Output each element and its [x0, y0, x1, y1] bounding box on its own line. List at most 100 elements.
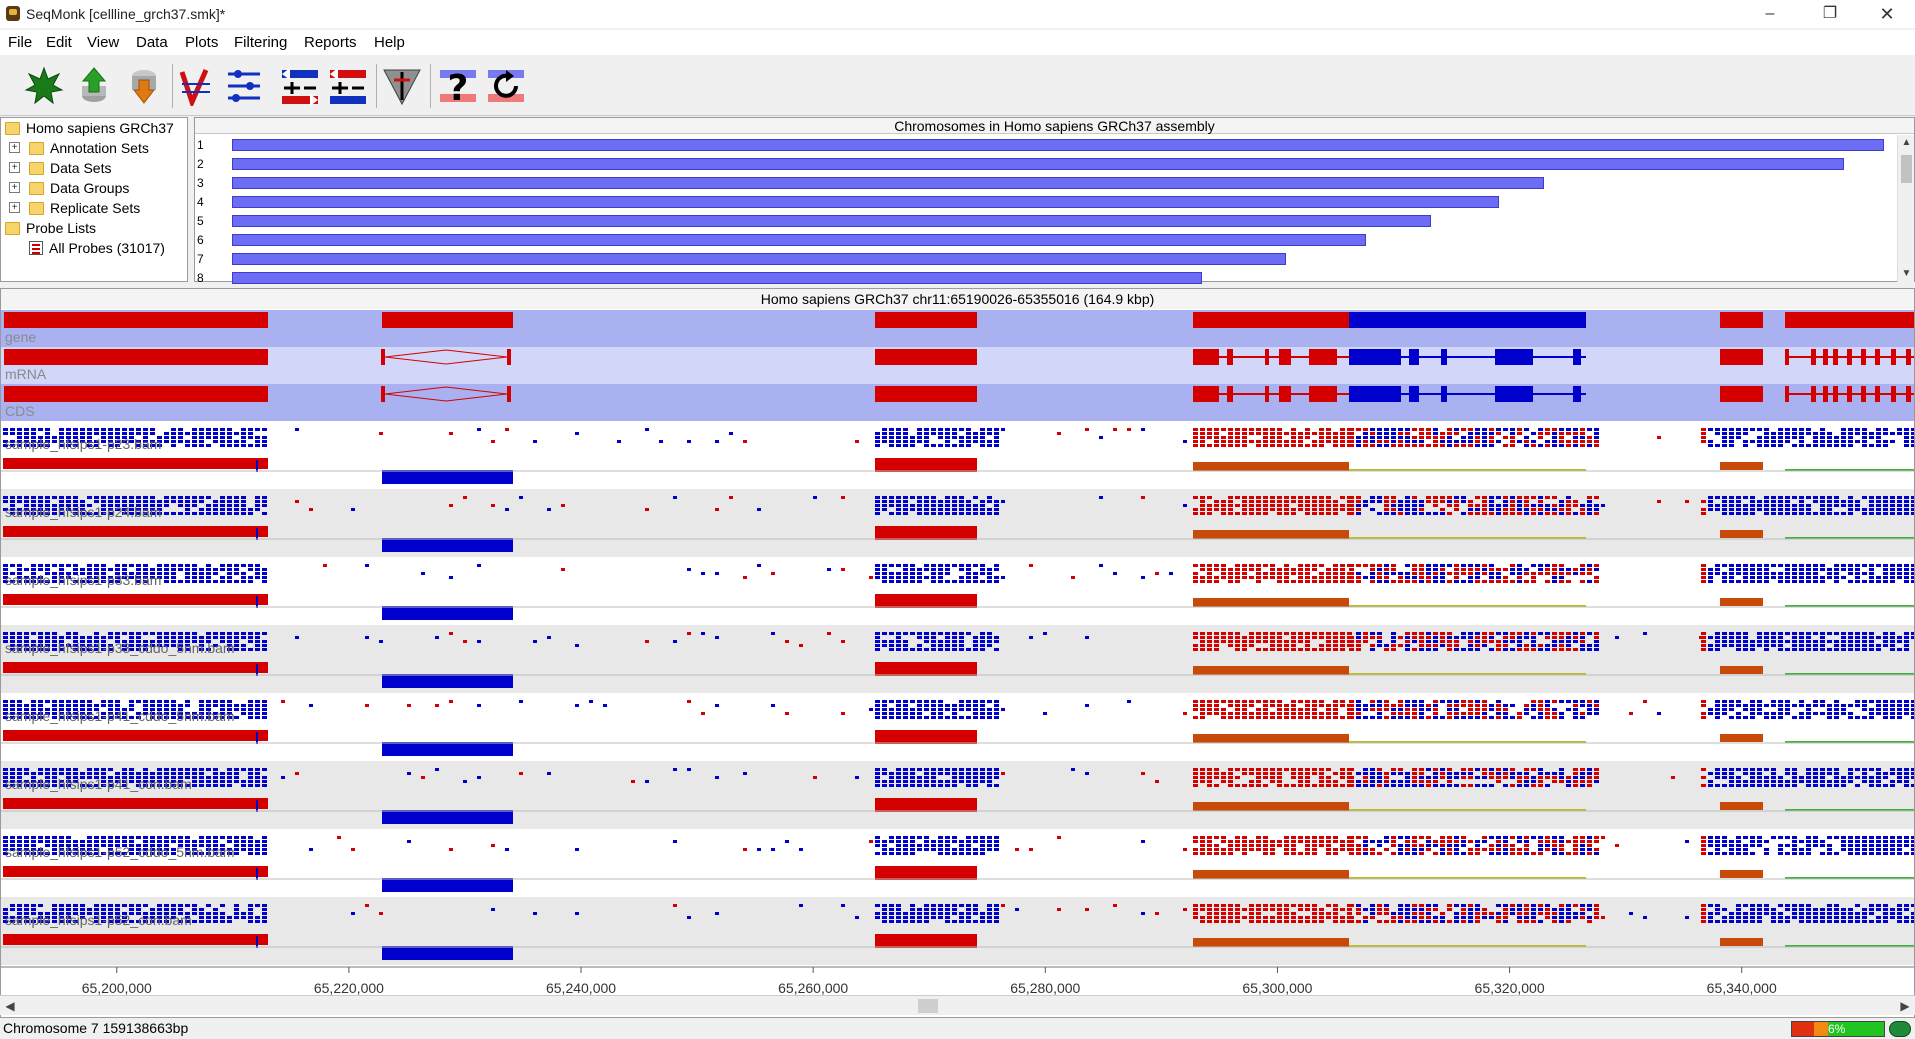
read	[1249, 784, 1254, 787]
tree-data-groups[interactable]: Data Groups	[29, 179, 129, 197]
chromosome-label[interactable]: 8	[197, 271, 204, 285]
scroll-down-icon[interactable]: ▼	[1901, 268, 1912, 279]
chromosome-bar[interactable]	[232, 272, 1202, 284]
read	[17, 840, 22, 843]
read	[1312, 496, 1317, 499]
read	[1256, 848, 1261, 851]
read	[1517, 848, 1522, 851]
scrollbar-thumb[interactable]	[1901, 155, 1912, 183]
read	[1736, 704, 1741, 707]
close-button[interactable]: ✕	[1879, 4, 1895, 24]
maximize-button[interactable]: ❐	[1822, 5, 1838, 22]
chromosome-bar[interactable]	[232, 158, 1844, 170]
chromosome-bar[interactable]	[232, 196, 1499, 208]
chromosome-label[interactable]: 5	[197, 214, 204, 228]
read	[1391, 836, 1396, 839]
read	[199, 912, 204, 915]
tree-all-probes[interactable]: All Probes (31017)	[29, 239, 165, 257]
chromosome-bar[interactable]	[232, 139, 1884, 151]
tree-probe-lists[interactable]: Probe Lists	[5, 219, 96, 237]
read	[115, 580, 120, 583]
data-settings-icon[interactable]	[224, 66, 264, 106]
new-project-icon[interactable]	[24, 66, 64, 106]
annotation-features-icon[interactable]	[280, 66, 320, 106]
probe-generator-icon[interactable]	[382, 66, 422, 106]
expand-data-sets[interactable]: +	[9, 162, 20, 173]
read	[1517, 504, 1522, 507]
read	[1263, 440, 1268, 443]
read	[1249, 632, 1254, 635]
refresh-icon[interactable]	[486, 66, 526, 106]
read	[1890, 784, 1895, 787]
read	[1904, 772, 1909, 775]
expand-annotation-sets[interactable]: +	[9, 142, 20, 153]
read	[129, 644, 134, 647]
read	[45, 640, 50, 643]
read	[994, 428, 999, 431]
save-icon[interactable]	[124, 66, 164, 106]
expand-replicate-sets[interactable]: +	[9, 202, 20, 213]
read	[157, 700, 162, 703]
read	[115, 572, 120, 575]
menu-edit[interactable]: Edit	[46, 34, 72, 51]
read	[980, 920, 985, 923]
expand-data-groups[interactable]: +	[9, 182, 20, 193]
tree-root[interactable]: Homo sapiens GRCh37	[5, 119, 174, 137]
read	[945, 920, 950, 923]
chromosome-label[interactable]: 4	[197, 195, 204, 209]
read	[1356, 784, 1361, 787]
read	[1447, 432, 1452, 435]
minimize-button[interactable]: –	[1765, 5, 1775, 22]
read	[938, 852, 943, 855]
read	[143, 648, 148, 651]
read	[1771, 440, 1776, 443]
read	[136, 780, 141, 783]
scroll-up-icon[interactable]: ▲	[1901, 137, 1912, 148]
display-preferences-icon[interactable]	[328, 66, 368, 106]
read	[1333, 632, 1338, 635]
read	[213, 716, 218, 719]
read	[59, 576, 64, 579]
menu-help[interactable]: Help	[374, 34, 405, 51]
read	[1326, 716, 1331, 719]
read	[1270, 640, 1275, 643]
menu-view[interactable]: View	[87, 34, 120, 51]
menu-data[interactable]: Data	[136, 34, 168, 51]
import-data-icon[interactable]	[74, 66, 114, 106]
read	[1715, 572, 1720, 575]
read	[1855, 576, 1860, 579]
read	[3, 500, 8, 503]
read	[1419, 848, 1424, 851]
chromosome-bar[interactable]	[232, 177, 1544, 189]
read	[1834, 708, 1839, 711]
menu-plots[interactable]: Plots	[185, 34, 219, 51]
genome-tracks[interactable]: genemRNACDSsample_hfsips1-p23.bamsample_…	[1, 289, 1915, 1018]
read	[1715, 636, 1720, 639]
chromosome-bar[interactable]	[232, 215, 1431, 227]
read	[185, 704, 190, 707]
read	[1270, 508, 1275, 511]
value-filter-icon[interactable]	[176, 66, 216, 109]
read	[150, 496, 155, 499]
tree-data-sets[interactable]: Data Sets	[29, 159, 111, 177]
chromosome-label[interactable]: 1	[197, 138, 204, 152]
chromosome-bar[interactable]	[232, 253, 1286, 265]
help-icon[interactable]: ?	[438, 66, 478, 109]
read	[1340, 776, 1345, 779]
tree-annotation-sets[interactable]: Annotation Sets	[29, 139, 149, 157]
tree-replicate-sets[interactable]: Replicate Sets	[29, 199, 140, 217]
chromosome-label[interactable]: 2	[197, 157, 204, 171]
read	[1890, 576, 1895, 579]
chromosome-label[interactable]: 3	[197, 176, 204, 190]
chromosome-bar[interactable]	[232, 234, 1366, 246]
menu-reports[interactable]: Reports	[304, 34, 357, 51]
read	[407, 772, 411, 775]
menu-file[interactable]: File	[8, 34, 33, 51]
read	[1235, 440, 1240, 443]
read	[3, 852, 8, 855]
chromosome-label[interactable]: 6	[197, 233, 204, 247]
chromosome-scrollbar[interactable]: ▲ ▼	[1897, 135, 1914, 282]
read	[994, 848, 999, 851]
menu-filtering[interactable]: Filtering	[234, 34, 288, 51]
chromosome-label[interactable]: 7	[197, 252, 204, 266]
